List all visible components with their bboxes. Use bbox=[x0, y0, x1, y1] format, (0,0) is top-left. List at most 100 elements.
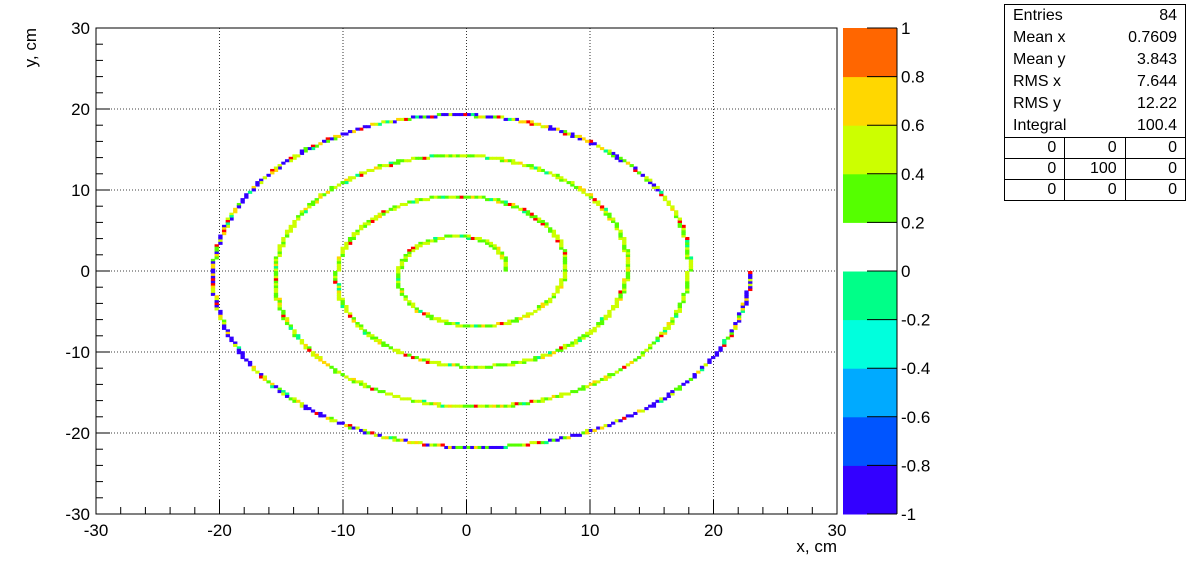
heatmap-cell bbox=[336, 183, 342, 187]
heatmap-cell bbox=[659, 190, 664, 194]
heatmap-cell bbox=[255, 181, 260, 185]
heatmap-cell bbox=[233, 341, 238, 345]
heatmap-cell bbox=[451, 113, 456, 117]
heatmap-cell bbox=[573, 390, 579, 394]
statistics-box: Entries 84 Mean x 0.7609 Mean y 3.843 RM… bbox=[1004, 4, 1186, 201]
heatmap-cell bbox=[214, 253, 219, 258]
heatmap-cell bbox=[581, 385, 586, 389]
heatmap-cell bbox=[644, 176, 649, 180]
heatmap-cell bbox=[277, 302, 282, 306]
heatmap-cell bbox=[629, 360, 634, 364]
heatmap-cell bbox=[507, 117, 512, 121]
overflow-cell: 100 bbox=[1065, 159, 1126, 179]
heatmap-cell bbox=[344, 181, 349, 185]
heatmap-cell bbox=[485, 198, 490, 202]
heatmap-cell bbox=[440, 236, 445, 241]
heatmap-cell bbox=[673, 309, 679, 313]
heatmap-cell bbox=[607, 309, 612, 313]
heatmap-cell bbox=[481, 239, 486, 243]
heatmap-cell bbox=[503, 258, 508, 262]
heatmap-cell bbox=[399, 288, 405, 292]
heatmap-cell bbox=[229, 212, 234, 216]
heatmap-cell bbox=[455, 404, 460, 408]
heatmap-cell bbox=[336, 258, 342, 262]
heatmap-cell bbox=[462, 445, 468, 449]
palette-band bbox=[843, 465, 897, 515]
heatmap-cell bbox=[540, 356, 545, 360]
heatmap-cell bbox=[444, 113, 449, 117]
heatmap-cell bbox=[481, 365, 486, 369]
heatmap-cell bbox=[470, 324, 475, 328]
heatmap-cell bbox=[533, 215, 538, 219]
heatmap-cell bbox=[592, 329, 597, 333]
heatmap-cell bbox=[396, 205, 401, 209]
heatmap-cell bbox=[377, 166, 382, 170]
heatmap-cell bbox=[347, 239, 353, 243]
heatmap-cell bbox=[396, 275, 401, 279]
overflow-row: 0 100 0 bbox=[1005, 159, 1185, 180]
stat-rms-y-value: 12.22 bbox=[1136, 95, 1177, 112]
stat-mean-x-label: Mean x bbox=[1013, 29, 1066, 46]
heatmap-cell bbox=[314, 198, 319, 202]
heatmap-cell bbox=[240, 200, 245, 204]
heatmap-cell bbox=[622, 416, 627, 420]
heatmap-cell bbox=[722, 343, 727, 347]
heatmap-cell bbox=[444, 445, 449, 449]
heatmap-cell bbox=[540, 305, 545, 309]
heatmap-cell bbox=[455, 195, 460, 199]
heatmap-cell bbox=[677, 385, 682, 389]
heatmap-cell bbox=[581, 431, 586, 435]
heatmap-cell bbox=[559, 244, 564, 248]
heatmap-cell bbox=[359, 380, 364, 384]
heatmap-cell bbox=[455, 322, 460, 326]
heatmap-cell bbox=[488, 244, 494, 248]
heatmap-cell bbox=[214, 302, 219, 306]
heatmap-cell bbox=[381, 390, 386, 394]
heatmap-cell bbox=[555, 127, 560, 131]
heatmap-cell bbox=[466, 236, 471, 241]
heatmap-cell bbox=[373, 166, 379, 170]
stat-entries-value: 84 bbox=[1159, 7, 1177, 24]
heatmap-cell bbox=[485, 115, 490, 119]
heatmap-cell bbox=[392, 436, 397, 440]
heatmap-cell bbox=[559, 348, 564, 352]
heatmap-cell bbox=[570, 343, 575, 347]
heatmap-cell bbox=[625, 256, 631, 260]
heatmap-cell bbox=[233, 207, 238, 211]
heatmap-cell bbox=[455, 363, 460, 367]
heatmap-cell bbox=[670, 317, 675, 321]
heatmap-cell bbox=[555, 288, 560, 292]
heatmap-cell bbox=[299, 151, 305, 155]
heatmap-cell bbox=[685, 253, 690, 258]
heatmap-cell bbox=[325, 190, 331, 194]
heatmap-cell bbox=[433, 195, 438, 199]
heatmap-cell bbox=[210, 292, 216, 296]
heatmap-cell bbox=[318, 142, 323, 146]
heatmap-cell bbox=[503, 200, 508, 204]
heatmap-cell bbox=[577, 134, 582, 138]
heatmap-cell bbox=[273, 283, 279, 287]
heatmap-cell bbox=[562, 271, 568, 275]
heatmap-cell bbox=[284, 319, 290, 323]
heatmap-cell bbox=[399, 351, 405, 355]
heatmap-cell bbox=[370, 217, 375, 221]
heatmap-cell bbox=[251, 368, 256, 372]
heatmap-cell bbox=[433, 236, 438, 241]
heatmap-cell bbox=[344, 307, 349, 311]
heatmap-cell bbox=[699, 368, 705, 372]
heatmap-cell bbox=[347, 178, 353, 182]
heatmap-cell bbox=[733, 324, 738, 328]
heatmap-cell bbox=[551, 394, 557, 398]
heatmap-cell bbox=[462, 195, 468, 199]
heatmap-cell bbox=[688, 258, 694, 262]
heatmap-cell bbox=[662, 329, 668, 333]
heatmap-cell bbox=[685, 275, 690, 279]
heatmap-cell bbox=[218, 309, 223, 313]
heatmap-cell bbox=[229, 336, 234, 340]
heatmap-cell bbox=[581, 387, 586, 391]
heatmap-cell bbox=[625, 273, 631, 277]
heatmap-cell bbox=[229, 217, 234, 221]
heatmap-cell bbox=[648, 178, 653, 182]
heatmap-cell bbox=[210, 263, 216, 267]
heatmap-cell bbox=[351, 317, 356, 321]
